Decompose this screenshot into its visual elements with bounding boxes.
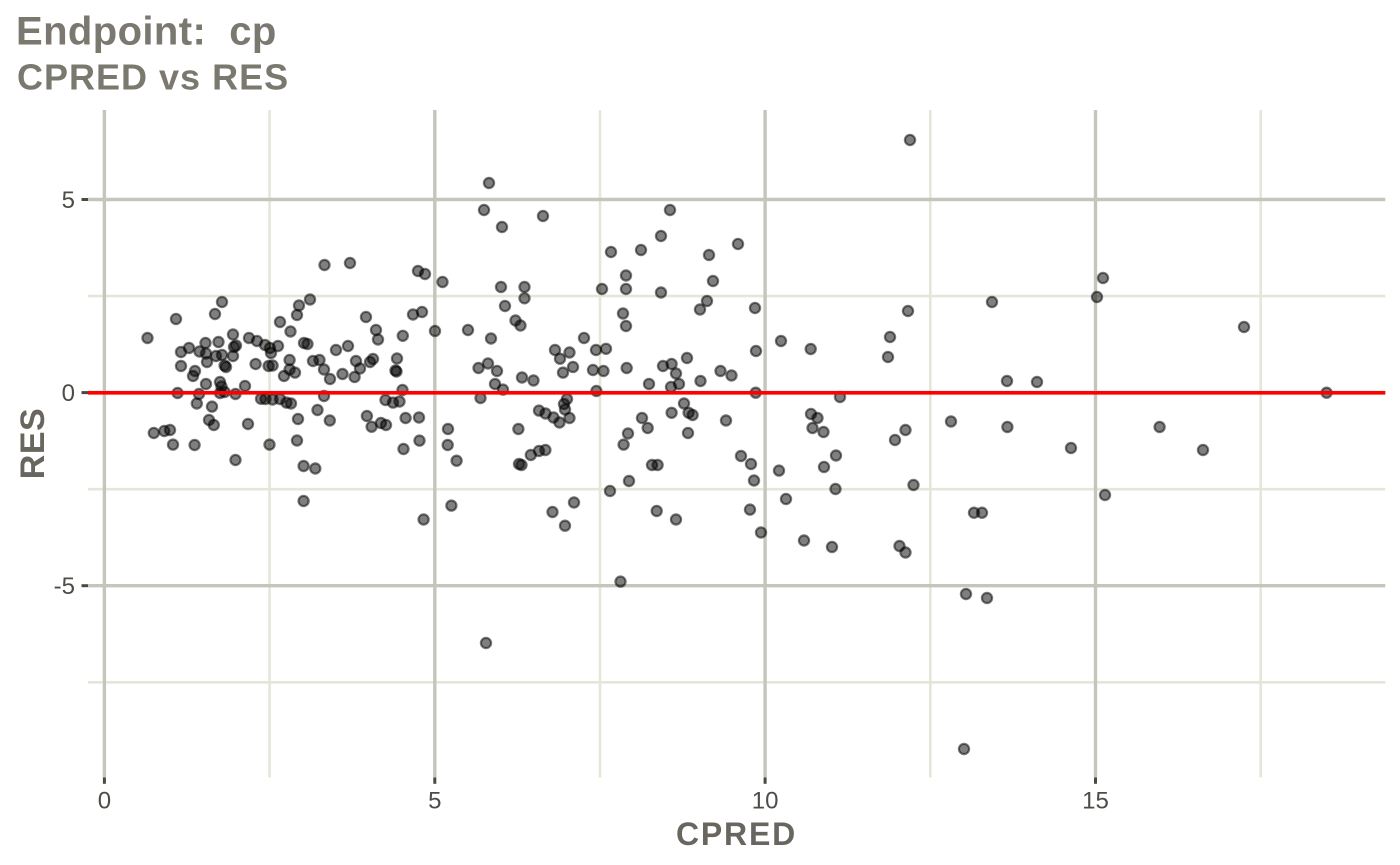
svg-text:15: 15 (1082, 788, 1109, 815)
svg-text:5: 5 (428, 788, 441, 815)
svg-text:Endpoint: cp: Endpoint: cp (16, 10, 277, 54)
svg-text:0: 0 (98, 788, 111, 815)
svg-text:-5: -5 (54, 573, 75, 600)
svg-text:CPRED: CPRED (676, 816, 797, 852)
svg-text:RES: RES (14, 408, 52, 479)
svg-text:CPRED vs RES: CPRED vs RES (17, 57, 289, 98)
svg-text:10: 10 (752, 788, 779, 815)
svg-text:5: 5 (62, 187, 75, 214)
svg-text:0: 0 (62, 380, 75, 407)
